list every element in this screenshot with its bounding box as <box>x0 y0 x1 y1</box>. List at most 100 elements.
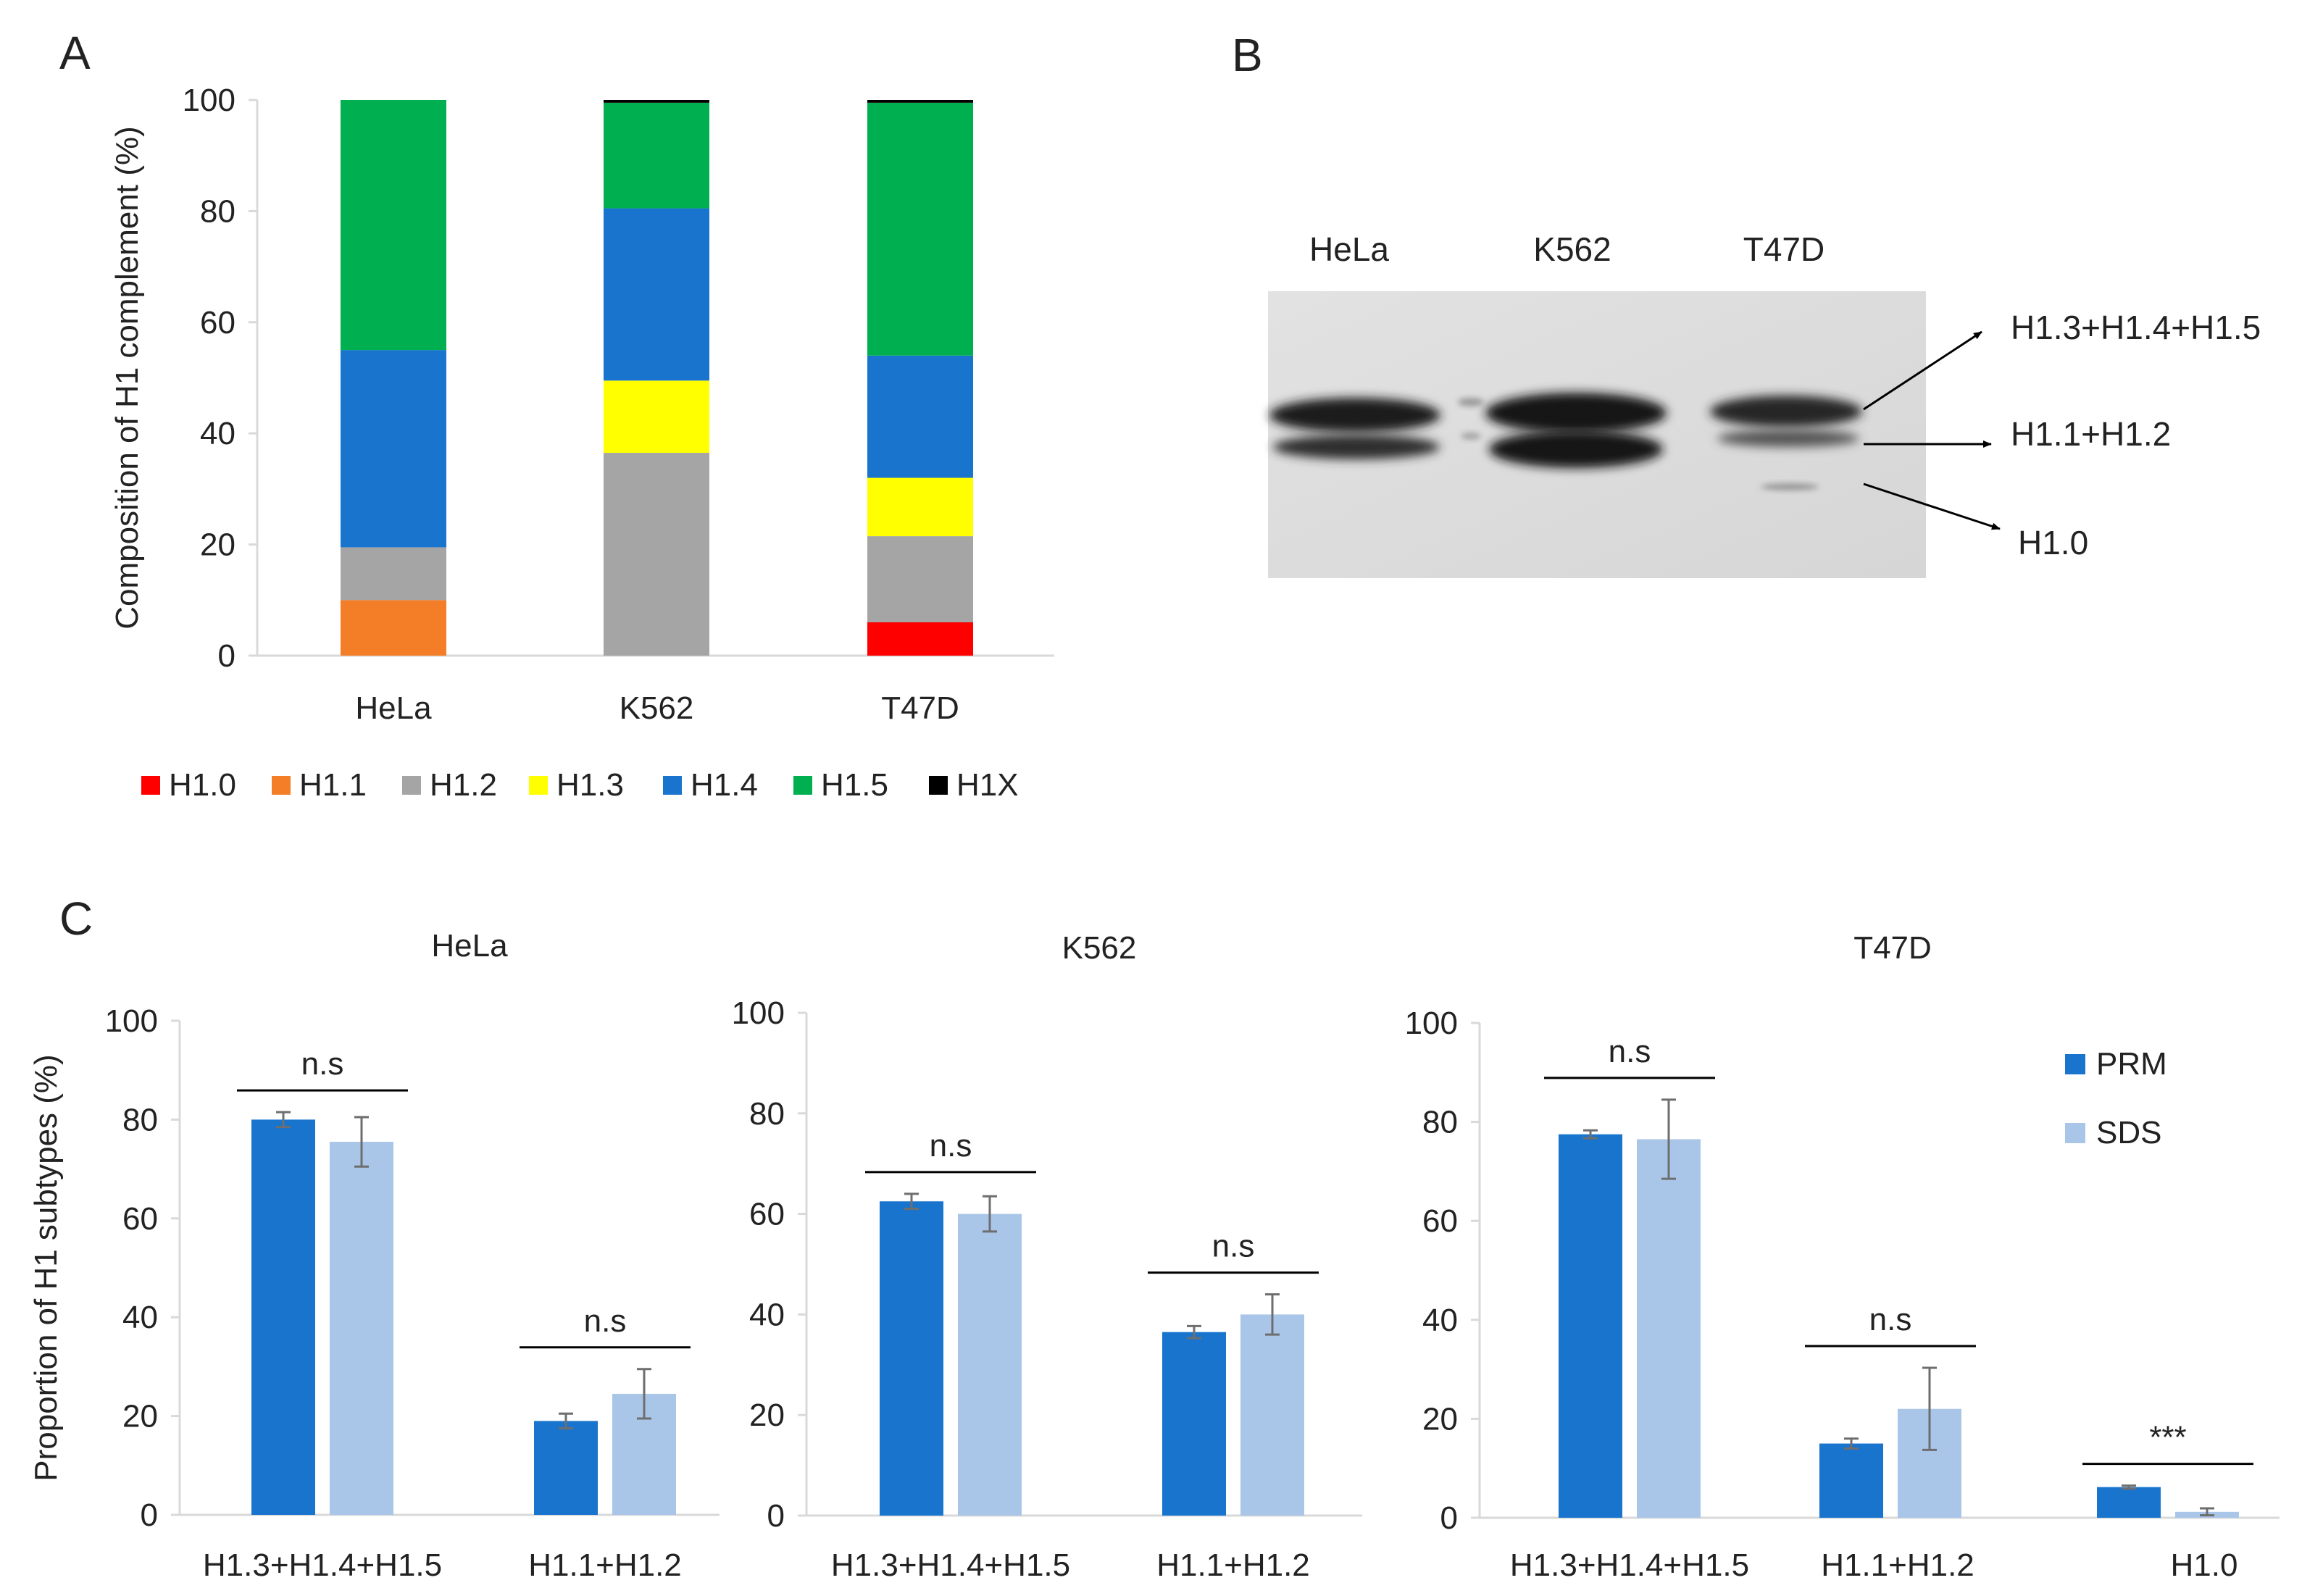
bar-sds <box>1240 1314 1304 1516</box>
y-tick-label: 0 <box>767 1498 785 1534</box>
y-tick-label: 100 <box>105 1003 158 1039</box>
legend-swatch <box>529 776 548 795</box>
x-category-label: HeLa <box>355 690 432 726</box>
legend-label: H1.2 <box>430 767 497 803</box>
gel-band <box>1761 483 1819 490</box>
gel-image: HeLa K562 T47D H1.3+H1.4+H1.5 H1.1+H1.2 … <box>1268 230 2261 578</box>
legend-swatch <box>929 776 948 795</box>
bar-segment-h1-3 <box>604 380 709 454</box>
y-tick-label: 20 <box>200 527 235 563</box>
bar-segment-h1-5 <box>341 100 446 351</box>
legend-swatch <box>141 776 160 795</box>
stacked-bar-chart: 0 20 40 60 80 100 Composition of H1 complement… <box>109 83 1054 803</box>
x-category-label: H1.1+H1.2 <box>1821 1547 1974 1583</box>
bar-sds <box>1637 1139 1701 1518</box>
legend-label: H1.0 <box>169 767 236 803</box>
band-label: H1.1+H1.2 <box>2011 415 2171 453</box>
panel-label-a: A <box>59 27 91 79</box>
x-category-label: K562 <box>620 690 694 726</box>
significance-label: n.s <box>1869 1302 1912 1337</box>
y-tick-label: 20 <box>749 1397 785 1433</box>
legend-swatch <box>272 776 291 795</box>
bar-segment-h1x <box>604 100 709 103</box>
gel-band <box>1717 430 1859 447</box>
y-tick-label: 60 <box>749 1197 785 1232</box>
band-arrow <box>1863 482 2001 530</box>
gel-band <box>1269 398 1440 433</box>
y-tick-label: 40 <box>749 1297 785 1332</box>
gel-band <box>1461 433 1481 440</box>
y-tick-label: 60 <box>122 1201 158 1237</box>
x-category-label: T47D <box>881 690 959 726</box>
y-axis-title: Proportion of H1 subtypes (%) <box>28 1054 64 1481</box>
x-category-label: H1.3+H1.4+H1.5 <box>1510 1547 1749 1583</box>
x-category-label: H1.3+H1.4+H1.5 <box>831 1547 1070 1583</box>
bar-segment-h1-2 <box>341 547 446 601</box>
chart-title: HeLa <box>431 928 508 964</box>
y-tick-label: 0 <box>218 638 235 674</box>
legend-swatch <box>402 776 421 795</box>
y-tick-label: 100 <box>183 83 235 118</box>
bar-sds <box>958 1213 1022 1516</box>
bar-segment-h1-1 <box>341 600 446 656</box>
y-tick-label: 100 <box>1405 1006 1458 1041</box>
y-tick-label: 40 <box>122 1300 158 1335</box>
legend-label: H1.5 <box>821 767 888 803</box>
legend-label: SDS <box>2096 1115 2161 1150</box>
significance-label: n.s <box>584 1303 627 1339</box>
gel-lane-label: HeLa <box>1309 230 1389 268</box>
significance-label: *** <box>2149 1420 2186 1455</box>
legend-label: H1.1 <box>299 767 367 803</box>
bar-sds <box>330 1142 393 1515</box>
band-arrow <box>1863 330 1982 411</box>
legend-label: H1X <box>956 767 1019 803</box>
bar-prm <box>1819 1443 1883 1518</box>
y-tick-label: 100 <box>732 995 785 1031</box>
bar-segment-h1-2 <box>867 536 973 622</box>
gel-lane-label: T47D <box>1743 230 1824 268</box>
x-category-label: H1.3+H1.4+H1.5 <box>203 1547 442 1583</box>
band-label: H1.3+H1.4+H1.5 <box>2011 309 2261 346</box>
legend-label: H1.3 <box>556 767 624 803</box>
gel-lane-label: K562 <box>1533 230 1611 268</box>
significance-label: n.s <box>1609 1034 1651 1069</box>
chart-title: T47D <box>1853 930 1932 966</box>
panel-label-b: B <box>1232 29 1263 81</box>
bar-segment-h1-4 <box>341 350 446 548</box>
bar-prm <box>534 1421 598 1515</box>
legend-swatch <box>793 776 812 795</box>
legend-swatch-prm <box>2065 1054 2085 1074</box>
gel-band <box>1273 435 1440 459</box>
y-tick-label: 20 <box>122 1399 158 1434</box>
x-category-label: H1.1+H1.2 <box>1156 1547 1310 1583</box>
y-tick-label: 0 <box>1440 1500 1458 1536</box>
bar-segment-h1-3 <box>867 477 973 537</box>
bar-prm <box>880 1201 943 1516</box>
bar-segment-h1-0 <box>867 622 973 656</box>
bar-segment-h1-4 <box>867 355 973 478</box>
bar-segment-h1-2 <box>604 453 709 656</box>
bar-segment-h1-5 <box>604 102 709 209</box>
bar-prm <box>2097 1487 2161 1518</box>
significance-label: n.s <box>301 1046 344 1082</box>
gel-band <box>1710 396 1862 427</box>
grouped-bar-chart-hela: 0 20 40 60 80 100 HeLa Proportion of H1 subtype… <box>28 928 720 1583</box>
grouped-bar-chart-t47d: 0 20 40 60 80 100 T47D n.s H1.3+H1.4+H1.5 n.s H1.1… <box>1405 930 2280 1583</box>
bar-segment-h1-5 <box>867 102 973 356</box>
panel-label-c: C <box>59 893 93 945</box>
bar-prm <box>1559 1134 1622 1518</box>
y-tick-label: 60 <box>1422 1203 1458 1239</box>
y-tick-label: 60 <box>200 305 235 340</box>
y-tick-label: 40 <box>1422 1303 1458 1338</box>
gel-band <box>1489 430 1663 468</box>
gel-band <box>1458 398 1484 406</box>
significance-label: n.s <box>930 1128 972 1163</box>
y-tick-label: 80 <box>122 1102 158 1137</box>
gel-band <box>1485 393 1667 433</box>
grouped-bar-chart-k562: 0 20 40 60 80 100 K562 n.s H1.3+H1.4+H1.5 n.s H1.1… <box>732 930 1362 1583</box>
bar-segment-h1-4 <box>604 208 709 381</box>
legend-label: H1.4 <box>691 767 758 803</box>
y-tick-label: 80 <box>200 193 235 229</box>
y-axis-title: Composition of H1 complement (%) <box>109 126 145 629</box>
